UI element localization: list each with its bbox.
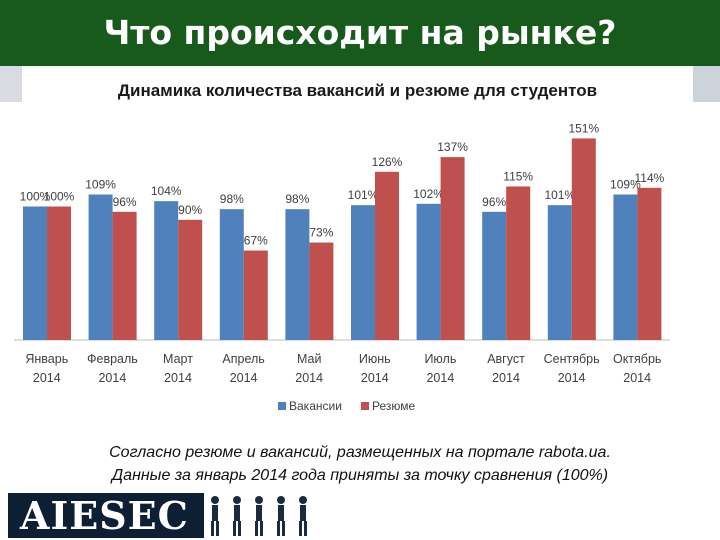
label-vacancies-8: 101% <box>544 188 575 202</box>
walking-people-icon <box>211 496 307 536</box>
label-vacancies-5: 101% <box>348 188 379 202</box>
label-resumes-0: 100% <box>44 190 75 204</box>
x-tick-label-month-4: Май <box>297 352 322 366</box>
x-tick-label-year-7: 2014 <box>492 371 520 385</box>
x-tick-label-month-5: Июнь <box>359 352 391 366</box>
aiesec-logo: AIESEC <box>8 493 204 538</box>
bar-vacancies-6 <box>416 203 441 340</box>
bar-resumes-3 <box>243 250 268 340</box>
x-tick-label-year-5: 2014 <box>361 371 389 385</box>
label-resumes-9: 114% <box>634 171 664 185</box>
label-vacancies-9: 109% <box>610 177 641 191</box>
label-vacancies-1: 109% <box>85 177 116 191</box>
chart-title: Динамика количества вакансий и резюме дл… <box>22 76 693 106</box>
legend-label-0: Вакансии <box>289 399 342 413</box>
caption-source: Согласно резюме и вакансий, размещенных … <box>109 444 611 461</box>
background-photo-right <box>693 66 720 102</box>
label-vacancies-4: 98% <box>285 192 309 206</box>
label-resumes-5: 126% <box>372 155 403 169</box>
label-resumes-8: 151% <box>568 121 599 135</box>
header-bar: Что происходит на рынке? <box>0 0 720 66</box>
x-tick-label-month-7: Август <box>487 352 525 366</box>
x-tick-label-year-8: 2014 <box>558 371 586 385</box>
bar-vacancies-7 <box>482 211 507 340</box>
bar-vacancies-8 <box>547 205 572 340</box>
x-tick-label-year-4: 2014 <box>295 371 323 385</box>
label-vacancies-0: 100% <box>20 190 51 204</box>
bar-resumes-0 <box>47 206 71 340</box>
slide-title: Что происходит на рынке? <box>103 13 617 52</box>
x-tick-label-year-0: 2014 <box>33 371 61 385</box>
x-tick-label-year-1: 2014 <box>98 371 126 385</box>
label-vacancies-3: 98% <box>220 192 244 206</box>
x-tick-label-month-1: Февраль <box>87 352 138 366</box>
bar-vacancies-1 <box>88 194 113 340</box>
x-tick-label-month-0: Январь <box>25 352 68 366</box>
label-resumes-3: 67% <box>244 234 268 248</box>
label-resumes-6: 137% <box>437 140 468 154</box>
bar-chart: 100%100% Январь 2014 109% 96% Февраль 2014 104%… <box>14 121 670 413</box>
caption-baseline-note: Данные за январь 2014 года приняты за то… <box>111 467 609 484</box>
x-tick-label-month-6: Июль <box>424 352 456 366</box>
legend-label-1: Резюме <box>372 399 416 413</box>
x-tick-label-year-9: 2014 <box>623 371 651 385</box>
bar-resumes-2 <box>178 219 203 340</box>
background-photo-left <box>0 66 22 102</box>
label-vacancies-6: 102% <box>413 187 444 201</box>
label-vacancies-2: 104% <box>151 184 182 198</box>
x-tick-label-month-8: Сентябрь <box>544 352 600 366</box>
label-resumes-1: 96% <box>113 195 137 209</box>
bar-vacancies-0 <box>23 206 47 340</box>
bar-resumes-8 <box>571 138 596 340</box>
x-tick-label-year-2: 2014 <box>164 371 192 385</box>
x-tick-label-month-9: Октябрь <box>613 352 661 366</box>
bar-vacancies-3 <box>219 209 244 340</box>
bar-vacancies-4 <box>285 209 310 340</box>
legend-swatch-1 <box>361 402 369 410</box>
bar-resumes-5 <box>375 171 399 340</box>
bar-vacancies-5 <box>351 205 375 340</box>
label-resumes-2: 90% <box>178 203 202 217</box>
bar-resumes-1 <box>112 211 137 340</box>
label-resumes-4: 73% <box>309 226 333 240</box>
bar-resumes-6 <box>440 157 465 340</box>
bar-resumes-4 <box>309 242 334 340</box>
bar-resumes-9 <box>637 187 662 340</box>
label-vacancies-7: 96% <box>482 195 506 209</box>
x-tick-label-year-6: 2014 <box>426 371 454 385</box>
label-resumes-7: 115% <box>503 169 533 183</box>
bar-vacancies-9 <box>613 194 638 340</box>
legend-swatch-0 <box>278 402 286 410</box>
x-tick-label-month-3: Апрель <box>222 352 264 366</box>
x-tick-label-year-3: 2014 <box>230 371 258 385</box>
x-tick-label-month-2: Март <box>163 352 193 366</box>
bar-resumes-7 <box>506 186 531 340</box>
bar-vacancies-2 <box>154 201 179 340</box>
